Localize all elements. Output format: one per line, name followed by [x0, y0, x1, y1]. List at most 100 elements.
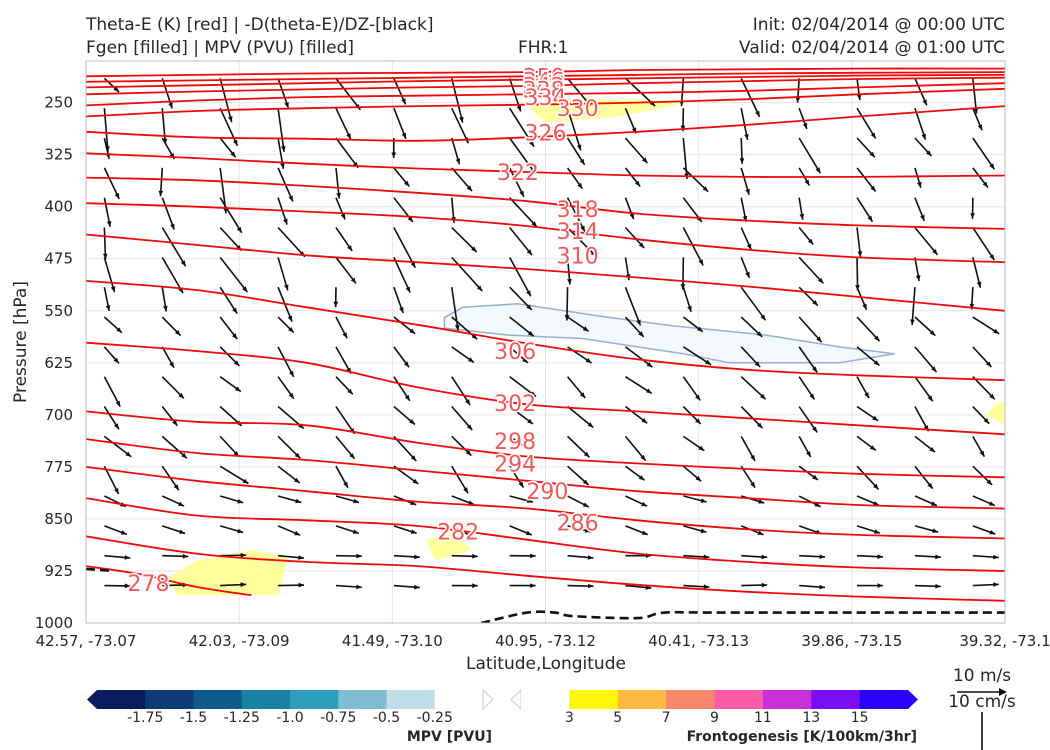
fgen-colorbar-tick: 11: [754, 710, 772, 726]
wind-vector-head: [524, 445, 530, 451]
wind-vector-head: [587, 422, 594, 428]
wind-vector-head: [799, 213, 805, 220]
wind-vector-shaft: [277, 226, 306, 258]
wind-vector-head: [336, 192, 341, 199]
fgen-colorbar-tick: 13: [802, 710, 820, 726]
wind-vector-head: [472, 583, 478, 588]
wind-vector-head: [739, 158, 745, 164]
wind-vector-head: [414, 584, 420, 590]
vector-key-vertical-label: 10 cm/s: [948, 692, 1016, 712]
wind-vector-head: [698, 445, 705, 451]
wind-vector-head: [695, 394, 701, 401]
y-tick-label: 850: [44, 510, 73, 528]
wind-vector-shaft: [451, 107, 470, 144]
wind-vector-head: [280, 163, 285, 169]
mpv-colorbar-swatch: [386, 690, 436, 709]
wind-vector-shaft: [624, 137, 648, 164]
fgen-region: [986, 401, 1005, 426]
wind-vector-head: [527, 330, 534, 337]
wind-vector-head: [113, 357, 119, 364]
wind-vector-head: [120, 530, 127, 535]
wind-vectors: [103, 77, 1000, 590]
wind-vector-head: [403, 361, 409, 368]
wind-vector-head: [404, 394, 410, 401]
wind-vector-head: [935, 583, 941, 589]
wind-vector-head: [744, 134, 749, 140]
wind-vector-head: [529, 140, 534, 147]
wind-vector-shaft: [740, 78, 761, 118]
wind-vector-head: [929, 330, 936, 336]
wind-vector-head: [982, 181, 988, 188]
wind-vector-head: [465, 450, 472, 456]
wind-vector-head: [700, 498, 707, 503]
wind-vector-head: [872, 415, 879, 421]
wind-vector-head: [409, 328, 416, 334]
wind-vector-head: [819, 554, 826, 559]
wind-vector-head: [115, 400, 121, 407]
wind-vector-head: [298, 423, 304, 429]
wind-vector-head: [584, 528, 591, 533]
theta-e-contour-346: [86, 71, 1005, 83]
wind-vector-head: [638, 242, 645, 249]
wind-vector-head: [806, 451, 811, 457]
theta-e-contour-282: [86, 535, 1005, 602]
wind-vector-head: [640, 454, 646, 461]
wind-vector-head: [240, 582, 247, 587]
wind-vector-head: [465, 399, 471, 406]
theta-e-contour-302: [86, 341, 1005, 436]
wind-vector-head: [585, 358, 592, 363]
wind-vector-head: [756, 331, 763, 337]
wind-vector-shaft: [277, 346, 295, 378]
wind-vector-shaft: [509, 197, 538, 228]
wind-vector-head: [169, 361, 174, 368]
wind-vector-head: [404, 180, 410, 187]
wind-vector-head: [353, 498, 360, 504]
wind-vector-head: [869, 445, 876, 451]
y-tick-label: 250: [44, 94, 73, 112]
wind-vector-head: [750, 455, 755, 461]
mpv-colorbar-swatch: [290, 690, 339, 709]
wind-vector-head: [873, 360, 880, 366]
x-tick-label: 40.41, -73.13: [648, 632, 749, 650]
wind-vector-head: [472, 553, 478, 559]
wind-vector-shaft: [219, 465, 249, 485]
x-tick-label: 42.03, -73.09: [189, 632, 290, 650]
wind-vector-shaft: [508, 107, 535, 148]
fgen-colorbar-swatch: [617, 690, 667, 709]
wind-vector-head: [471, 246, 477, 252]
wind-vector-shaft: [682, 137, 688, 180]
wind-vector-head: [579, 392, 586, 398]
mpv-colorbar-swatch: [145, 690, 194, 709]
wind-vector-head: [352, 529, 359, 534]
theta-e-contour-342: [86, 74, 1005, 89]
fgen-colorbar-swatch: [811, 690, 861, 709]
fgen-colorbar-swatch: [666, 690, 715, 709]
title-left-1: Theta-E (K) [red] | -D(theta-E)/DZ-[blac…: [86, 15, 434, 35]
wind-vector-head: [932, 249, 938, 255]
wind-vector-shaft: [566, 107, 582, 151]
wind-vector-head: [530, 583, 536, 588]
wind-vector-head: [812, 300, 818, 306]
wind-vector-head: [873, 529, 880, 534]
wind-vector-head: [471, 333, 478, 340]
wind-vector-shaft: [914, 107, 927, 140]
wind-vector-head: [163, 305, 168, 312]
wind-vector-head: [401, 98, 406, 105]
wind-vector-shaft: [740, 376, 767, 400]
fgen-colorbar-tick: 9: [710, 710, 719, 726]
wind-vector-head: [641, 418, 648, 424]
wind-vector-shaft: [856, 107, 877, 139]
wind-vector-head: [745, 188, 750, 195]
theta-e-contour-318: [86, 176, 1005, 230]
wind-vector-head: [232, 307, 238, 314]
wind-vector-head: [228, 116, 233, 123]
wind-vector-head: [804, 179, 810, 186]
wind-vector-head: [455, 324, 460, 331]
wind-vector-head: [531, 221, 537, 227]
wind-vector-head: [114, 193, 120, 199]
theta-e-contour-286: [86, 497, 1005, 572]
wind-vector-head: [283, 218, 288, 225]
wind-vector-head: [877, 554, 883, 559]
wind-vector-head: [745, 271, 750, 278]
